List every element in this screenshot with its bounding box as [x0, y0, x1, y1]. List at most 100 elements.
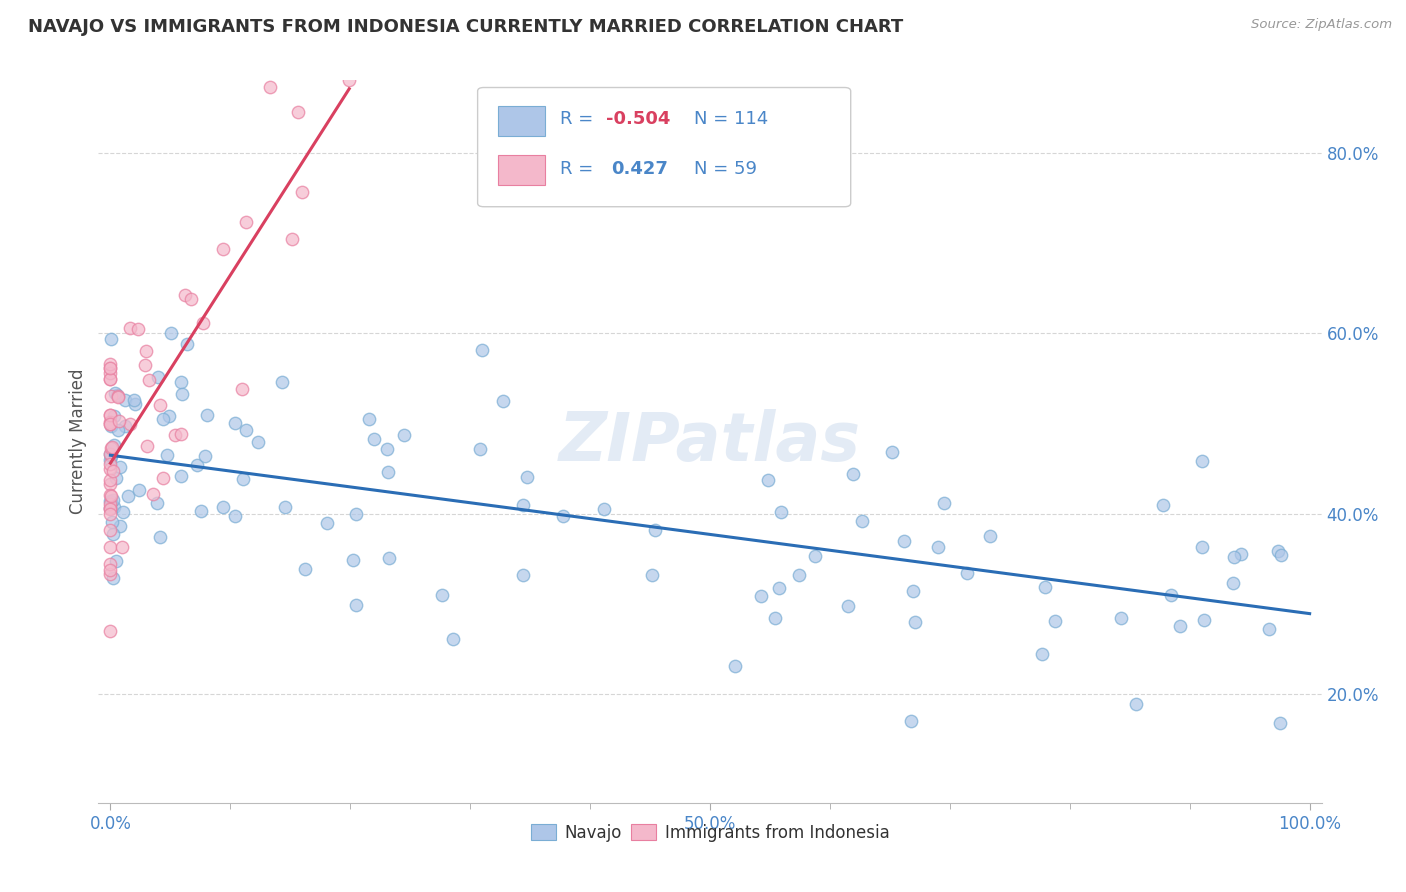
- Text: -0.504: -0.504: [606, 110, 671, 128]
- Point: [104, 385, 127, 400]
- Point: [100, 501, 122, 516]
- Point: [114, 393, 136, 408]
- Point: [259, 80, 281, 95]
- Text: R =: R =: [560, 110, 599, 128]
- Point: [363, 433, 385, 447]
- Point: [100, 418, 122, 433]
- Point: [117, 489, 139, 503]
- Point: [107, 389, 129, 403]
- Point: [100, 447, 122, 461]
- Point: [104, 471, 127, 485]
- Point: [211, 242, 233, 256]
- Text: 0.427: 0.427: [612, 161, 668, 178]
- Point: [100, 449, 122, 463]
- Point: [1160, 588, 1182, 602]
- Point: [516, 470, 538, 484]
- Point: [101, 440, 124, 454]
- Point: [170, 427, 193, 442]
- Point: [1194, 614, 1216, 628]
- Point: [100, 417, 122, 432]
- Point: [107, 390, 129, 404]
- Point: [100, 501, 122, 516]
- Point: [768, 581, 790, 595]
- Point: [470, 442, 492, 456]
- Point: [291, 186, 314, 200]
- Point: [100, 494, 122, 508]
- Text: NAVAJO VS IMMIGRANTS FROM INDONESIA CURRENTLY MARRIED CORRELATION CHART: NAVAJO VS IMMIGRANTS FROM INDONESIA CURR…: [28, 18, 904, 36]
- Point: [232, 472, 254, 486]
- Point: [749, 590, 772, 604]
- Point: [146, 496, 169, 510]
- Point: [1125, 698, 1147, 712]
- Point: [641, 568, 664, 582]
- Point: [1270, 715, 1292, 730]
- Point: [148, 370, 170, 384]
- Point: [1043, 614, 1066, 628]
- Point: [100, 457, 122, 471]
- Point: [104, 554, 127, 568]
- Point: [553, 508, 575, 523]
- Point: [904, 615, 927, 629]
- Point: [441, 632, 464, 646]
- Point: [112, 505, 135, 519]
- Point: [100, 453, 122, 467]
- Point: [100, 372, 122, 386]
- Point: [100, 389, 122, 403]
- Point: [100, 448, 122, 462]
- Point: [127, 322, 149, 336]
- Point: [156, 448, 179, 462]
- Point: [377, 465, 399, 479]
- Point: [103, 571, 125, 585]
- Point: [224, 509, 246, 524]
- Point: [120, 417, 142, 431]
- Point: [224, 416, 246, 430]
- Point: [152, 471, 174, 485]
- Point: [1223, 549, 1246, 564]
- Point: [378, 550, 401, 565]
- Point: [152, 411, 174, 425]
- Point: [294, 562, 316, 576]
- FancyBboxPatch shape: [498, 154, 546, 185]
- Point: [1191, 453, 1213, 467]
- Point: [101, 464, 124, 478]
- Point: [880, 445, 903, 459]
- Point: [179, 292, 201, 306]
- Point: [135, 344, 157, 359]
- Point: [108, 414, 131, 428]
- Point: [159, 326, 181, 340]
- Point: [100, 489, 122, 503]
- Point: [100, 361, 122, 376]
- Legend: Navajo, Immigrants from Indonesia: Navajo, Immigrants from Indonesia: [524, 817, 896, 848]
- Point: [100, 563, 122, 577]
- Point: [108, 519, 131, 533]
- Point: [100, 462, 122, 476]
- Point: [100, 624, 122, 639]
- Point: [842, 467, 865, 481]
- Point: [900, 714, 922, 728]
- Y-axis label: Currently Married: Currently Married: [69, 368, 87, 515]
- Point: [1270, 548, 1292, 562]
- Point: [1222, 576, 1244, 591]
- Point: [193, 316, 215, 330]
- Point: [1109, 611, 1132, 625]
- Point: [344, 507, 367, 521]
- Point: [803, 549, 825, 563]
- Point: [593, 502, 616, 516]
- Point: [100, 488, 122, 502]
- Point: [122, 393, 145, 408]
- Point: [1267, 543, 1289, 558]
- Point: [344, 599, 367, 613]
- Text: ZIPatlas: ZIPatlas: [560, 409, 860, 475]
- Point: [100, 508, 122, 522]
- Point: [149, 398, 172, 412]
- Point: [1258, 622, 1281, 636]
- Point: [101, 526, 124, 541]
- Point: [1033, 581, 1056, 595]
- Point: [756, 473, 779, 487]
- Text: N = 114: N = 114: [695, 110, 768, 128]
- Point: [100, 416, 122, 430]
- Point: [394, 428, 416, 442]
- Point: [273, 500, 295, 515]
- Text: Source: ZipAtlas.com: Source: ZipAtlas.com: [1251, 18, 1392, 31]
- Point: [901, 584, 924, 599]
